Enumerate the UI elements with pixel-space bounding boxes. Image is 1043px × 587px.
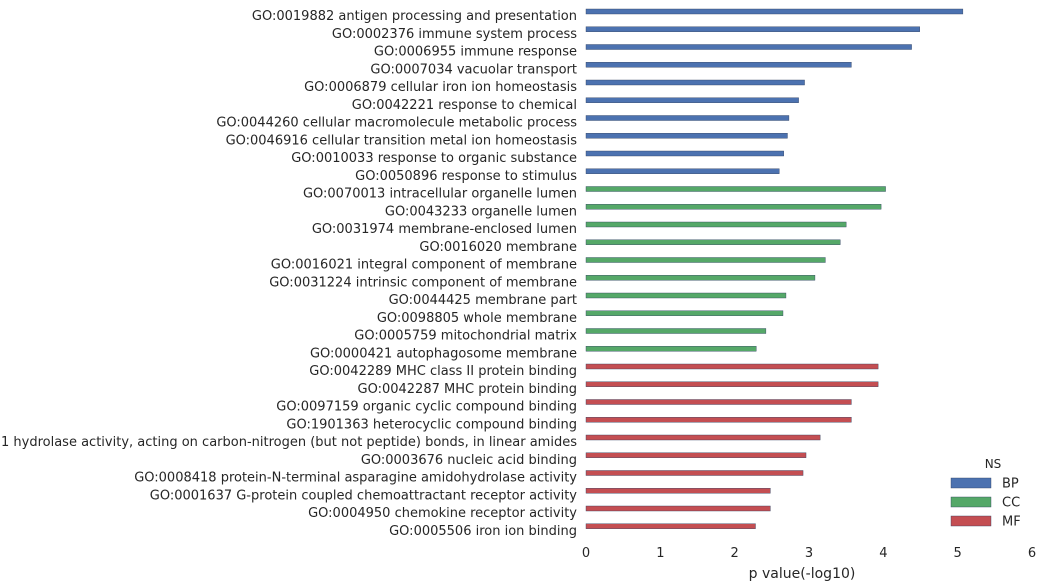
category-label: GO:0031224 intrinsic component of membra…: [269, 275, 577, 290]
category-label: GO:0002376 immune system process: [332, 27, 577, 42]
category-label: GO:0042287 MHC protein binding: [358, 382, 578, 397]
category-label: GO:0044260 cellular macromolecule metabo…: [216, 116, 577, 131]
x-tick-label: 1: [656, 546, 664, 561]
bar: [585, 381, 879, 387]
category-label: GO:0098805 whole membrane: [377, 311, 577, 326]
category-label: GO:0044425 membrane part: [389, 293, 577, 308]
bar: [585, 44, 912, 50]
category-label: GO:0008418 protein-N-terminal asparagine…: [134, 471, 577, 486]
category-label: GO:0005759 mitochondrial matrix: [354, 329, 577, 344]
category-label: GO:0019882 antigen processing and presen…: [252, 9, 577, 24]
bar: [585, 204, 882, 210]
bar: [585, 363, 879, 370]
x-tick-label: 4: [879, 546, 887, 561]
bar: [585, 310, 784, 316]
category-label: GO:0004950 chemokine receptor activity: [308, 506, 577, 521]
category-label: GO:1901363 heterocyclic compound binding: [286, 417, 577, 432]
bar: [585, 488, 771, 494]
x-axis-title: p value(-log10): [749, 566, 856, 582]
bars: [585, 8, 964, 529]
bar: [585, 115, 790, 121]
category-label: GO:0010033 response to organic substance: [291, 151, 577, 166]
category-label: GO:0016021 integral component of membran…: [271, 258, 577, 273]
x-tick-label: 2: [731, 546, 739, 561]
legend-swatch: [950, 496, 992, 508]
bar: [585, 97, 799, 103]
bar: [585, 275, 816, 281]
category-label: GO:0031974 membrane-enclosed lumen: [312, 222, 577, 237]
bar: [585, 221, 847, 228]
category-label: GO:0003676 nucleic acid binding: [361, 453, 577, 468]
category-label: GO:0016811 hydrolase activity, acting on…: [0, 435, 577, 450]
x-tick-label: 6: [1028, 546, 1036, 561]
bar: [585, 239, 841, 245]
bar: [585, 452, 807, 458]
bar: [585, 399, 852, 405]
category-label: GO:0046916 cellular transition metal ion…: [226, 133, 578, 148]
legend-swatch: [950, 477, 992, 489]
category-label: GO:0006879 cellular iron ion homeostasis: [304, 80, 577, 95]
legend-title: NS: [985, 457, 1002, 471]
x-tick-label: 0: [582, 546, 590, 561]
legend-swatch: [950, 515, 992, 527]
bar: [585, 26, 920, 32]
bar: [585, 328, 767, 334]
legend-label: MF: [1002, 515, 1021, 530]
category-labels: GO:0019882 antigen processing and presen…: [0, 9, 577, 539]
legend-label: CC: [1002, 496, 1020, 511]
category-label: GO:0016020 membrane: [419, 240, 577, 255]
bar: [585, 417, 852, 423]
category-label: GO:0007034 vacuolar transport: [370, 62, 577, 77]
category-label: GO:0042221 response to chemical: [352, 98, 577, 113]
category-label: GO:0000421 autophagosome membrane: [310, 346, 577, 361]
bar: [585, 523, 756, 529]
x-tick-label: 3: [805, 546, 813, 561]
category-label: GO:0001637 G-protein coupled chemoattrac…: [150, 488, 578, 503]
category-label: GO:0097159 organic cyclic compound bindi…: [276, 400, 577, 415]
legend: NS BP CC MF: [950, 457, 1021, 530]
bar: [585, 133, 788, 139]
bar: [585, 168, 780, 174]
bar: [585, 346, 757, 352]
bar: [585, 292, 787, 299]
category-label: GO:0070013 intracellular organelle lumen: [303, 187, 577, 202]
category-label: GO:0043233 organelle lumen: [385, 204, 577, 219]
x-tick-label: 5: [954, 546, 962, 561]
bar: [585, 186, 886, 192]
bar: [585, 257, 826, 263]
bar: [585, 8, 964, 15]
category-label: GO:0006955 immune response: [374, 45, 577, 60]
bar: [585, 434, 821, 441]
bar: [585, 505, 771, 512]
category-label: GO:0005506 iron ion binding: [389, 524, 577, 539]
category-label: GO:0050896 response to stimulus: [355, 169, 577, 184]
bar: [585, 150, 784, 157]
bar: [585, 79, 805, 86]
bar: [585, 62, 852, 68]
x-axis: 0 1 2 3 4 5 6: [582, 546, 1036, 561]
bar: [585, 470, 804, 476]
category-label: GO:0042289 MHC class II protein binding: [309, 364, 577, 379]
legend-label: BP: [1002, 477, 1019, 492]
